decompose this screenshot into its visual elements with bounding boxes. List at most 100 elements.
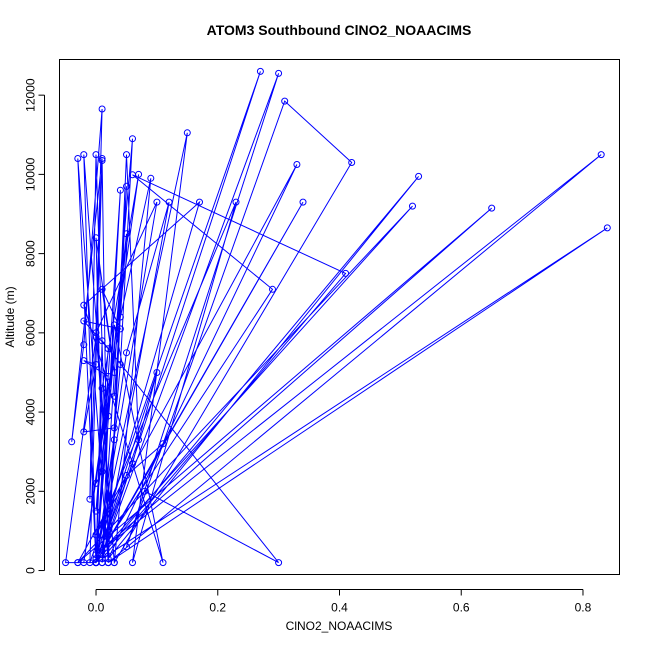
data-point [62,559,70,567]
data-point [116,325,124,333]
data-point [293,161,301,168]
data-point [232,198,240,206]
data-point [116,361,124,368]
chart-title: ATOM3 Southbound ClNO2_NOAACIMS [207,22,472,38]
data-point [80,357,88,365]
data-point [147,174,155,182]
data-point [110,392,118,400]
data-point [104,531,112,539]
data-point [110,369,118,376]
data-point [116,313,124,321]
data-point [104,412,112,420]
data-point [488,204,496,212]
data-point [129,460,136,468]
data-point [281,97,289,105]
data-point [153,369,161,376]
data-point [342,269,350,277]
data-point [68,438,76,446]
x-tick-label: 0.2 [209,601,226,615]
data-point [603,224,611,232]
data-point [98,105,106,113]
data-point [92,234,100,242]
data-point [92,559,100,567]
data-point [98,384,106,392]
data-point [269,285,276,293]
data-point [80,151,88,159]
data-point [92,507,100,515]
data-point [141,487,149,495]
y-tick-label: 12000 [24,78,38,112]
data-point [104,372,112,380]
data-point [415,172,423,180]
data-point [104,559,112,567]
data-point [92,555,100,563]
data-point [153,198,161,206]
data-point [80,301,88,309]
data-point [135,436,143,444]
data-point [98,337,106,345]
data-point [92,479,100,487]
x-tick-label: 0.8 [575,601,592,615]
data-point [159,559,167,567]
data-point [80,428,88,436]
data-point [98,155,106,162]
plot-area [59,59,620,575]
data-point [92,329,100,337]
x-tick-label: 0.4 [331,601,348,615]
data-point [275,69,283,77]
data-point [123,472,130,479]
data-point [92,361,100,368]
data-point [123,182,130,190]
data-point [98,547,106,555]
data-point [123,230,130,238]
data-point [92,151,100,159]
x-tick-label: 0.0 [88,601,105,615]
data-point [80,341,88,349]
data-point [123,543,130,551]
series-line [65,71,608,565]
data-point [123,349,130,357]
data-point [110,424,118,432]
data-point [92,531,100,539]
y-axis: 0 2000 4000 6000 8000 10000 12000 [24,78,45,574]
data-point [80,317,88,325]
data-point [74,559,82,567]
data-point [129,135,136,143]
data-point [110,321,118,329]
data-point [98,468,106,475]
data-point [256,67,264,75]
series-layer [62,67,611,567]
data-point [409,202,416,210]
data-point [116,186,124,194]
data-point [196,198,203,206]
y-tick-label: 8000 [24,240,38,267]
x-axis-label: ClNO2_NOAACIMS [286,619,393,633]
data-point [110,436,118,444]
data-point [275,559,283,567]
data-point [348,159,356,166]
data-point [86,495,94,503]
y-tick-label: 2000 [24,478,38,505]
data-point [135,170,143,178]
data-point [299,198,307,206]
data-point [98,285,106,293]
y-tick-label: 0 [24,567,38,574]
y-axis-label: Altitude (m) [3,286,17,347]
data-point [123,151,130,159]
data-point [597,151,605,159]
data-point [183,129,191,137]
data-point [159,440,167,448]
x-tick-label: 0.6 [453,601,470,615]
data-point [98,157,106,164]
data-point [92,333,100,341]
data-point [104,345,112,353]
data-point [74,155,82,162]
data-point [129,559,136,567]
data-point [165,198,173,206]
y-tick-label: 4000 [24,398,38,425]
data-point [92,551,100,559]
x-axis: 0.0 0.2 0.4 0.6 0.8 [88,589,592,615]
y-tick-label: 10000 [24,157,38,191]
